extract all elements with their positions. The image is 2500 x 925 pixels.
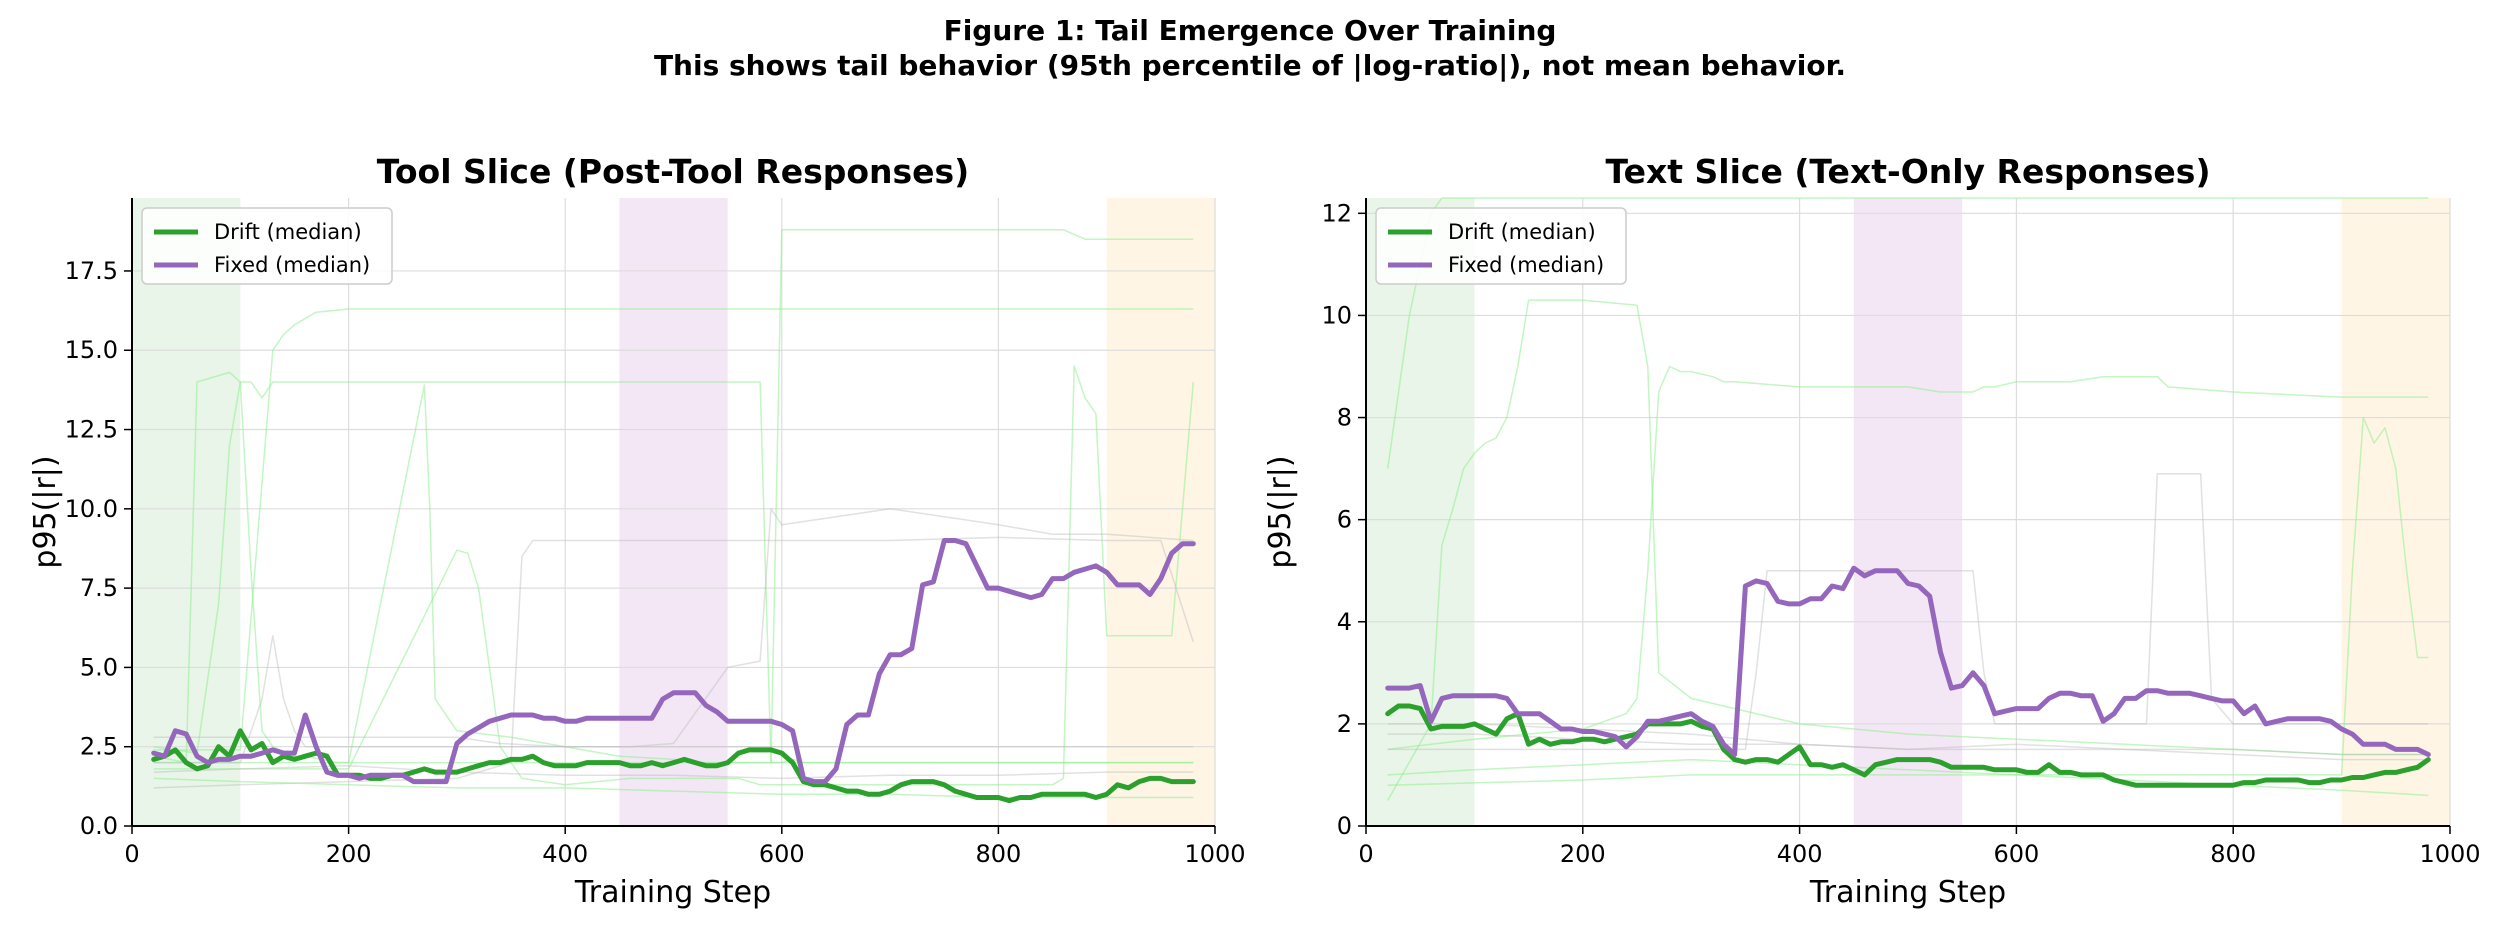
x-tick-label-0: 0 <box>124 840 139 868</box>
background-trace-2 <box>1387 365 2429 751</box>
grid <box>131 198 1216 827</box>
x-axis-label: Training Step <box>574 875 771 910</box>
legend-box <box>1375 207 1627 285</box>
x-tick-label-2: 400 <box>542 840 588 868</box>
background-trace-1 <box>1387 299 2429 801</box>
y-tick-label-3: 7.5 <box>80 574 118 602</box>
drift-median-line <box>1385 703 2431 788</box>
shaded-region-0 <box>132 198 241 826</box>
y-tick-label-4: 8 <box>1337 404 1352 432</box>
legend: Drift (median) Fixed (median) <box>1375 207 1627 285</box>
fixed-median-line <box>151 538 1196 785</box>
y-tick-label-4: 10.0 <box>65 495 118 523</box>
series-lines <box>1385 565 2431 788</box>
tick-labels: 0 200 400 600 800 1000 0 2 4 6 8 10 12 <box>1321 199 2480 868</box>
shaded-region-1 <box>619 198 728 826</box>
x-tick-label-5: 1000 <box>2419 840 2480 868</box>
shaded-region-2 <box>1106 198 1215 826</box>
y-tick-label-6: 15.0 <box>65 336 118 364</box>
fixed-median-line <box>1385 565 2431 757</box>
y-axis-label: p95(|r|) <box>28 455 63 568</box>
y-tick-label-2: 4 <box>1337 608 1352 636</box>
figure-title-line1: Figure 1: Tail Emergence Over Training <box>944 14 1557 47</box>
tool-slice-panel: Tool Slice (Post-Tool Responses) 0 200 400… <box>28 152 1246 910</box>
legend-label-1: Fixed (median) <box>214 253 370 277</box>
y-tick-label-0: 0.0 <box>80 812 118 840</box>
shaded-regions <box>1366 198 2450 826</box>
y-tick-label-0: 0 <box>1337 812 1352 840</box>
x-tick-label-1: 200 <box>326 840 372 868</box>
y-tick-label-5: 10 <box>1321 301 1352 329</box>
shaded-region-1 <box>1853 198 1963 826</box>
background-trace-7 <box>1387 733 2429 756</box>
x-tick-label-3: 600 <box>759 840 805 868</box>
axes <box>1365 198 2450 827</box>
y-tick-label-6: 12 <box>1321 199 1352 227</box>
shaded-regions <box>132 198 1215 826</box>
y-tick-label-2: 5.0 <box>80 653 118 681</box>
x-axis-label: Training Step <box>1809 875 2006 910</box>
shaded-region-0 <box>1366 198 1475 826</box>
x-tick-label-2: 400 <box>1777 840 1823 868</box>
x-tick-label-5: 1000 <box>1184 840 1245 868</box>
y-tick-label-1: 2 <box>1337 710 1352 738</box>
background-trace-6 <box>1387 758 2429 797</box>
legend-box <box>141 207 393 285</box>
y-tick-label-5: 12.5 <box>65 416 118 444</box>
panel-title: Text Slice (Text-Only Responses) <box>1605 152 2210 191</box>
y-axis-label: p95(|r|) <box>1263 455 1298 568</box>
legend-label-0: Drift (median) <box>214 220 362 244</box>
background-trace-5 <box>1387 723 2429 761</box>
tick-labels: 0 200 400 600 800 1000 0.0 2.5 5.0 7.5 10.0 12.5 15.… <box>65 257 1246 868</box>
shaded-region-2 <box>2341 198 2450 826</box>
figure-title-line2: This shows tail behavior (95th percentil… <box>654 49 1846 82</box>
x-tick-label-4: 800 <box>975 840 1021 868</box>
legend-label-1: Fixed (median) <box>1448 253 1604 277</box>
y-tick-label-3: 6 <box>1337 506 1352 534</box>
series-lines <box>151 538 1196 804</box>
drift-median-line <box>151 728 1196 804</box>
background-trace-5 <box>153 508 1194 748</box>
x-tick-label-3: 600 <box>1993 840 2039 868</box>
background-traces <box>1386 197 2429 801</box>
axes <box>131 198 1215 827</box>
background-trace-3 <box>1387 472 2429 751</box>
background-trace-1 <box>153 381 1194 764</box>
y-tick-label-7: 17.5 <box>65 257 118 285</box>
background-trace-4 <box>1387 416 2429 786</box>
text-slice-panel: Text Slice (Text-Only Responses) 0 200 400… <box>1263 152 2481 910</box>
background-trace-2 <box>153 308 1194 751</box>
legend: Drift (median) Fixed (median) <box>141 207 393 285</box>
x-tick-label-1: 200 <box>1560 840 1606 868</box>
legend-label-0: Drift (median) <box>1448 220 1596 244</box>
background-trace-3 <box>153 228 1194 764</box>
background-trace-4 <box>153 365 1195 786</box>
y-tick-label-1: 2.5 <box>80 733 118 761</box>
x-tick-label-0: 0 <box>1358 840 1373 868</box>
background-trace-9 <box>153 764 1194 780</box>
x-tick-label-4: 800 <box>2210 840 2256 868</box>
panel-title: Tool Slice (Post-Tool Responses) <box>377 152 970 191</box>
